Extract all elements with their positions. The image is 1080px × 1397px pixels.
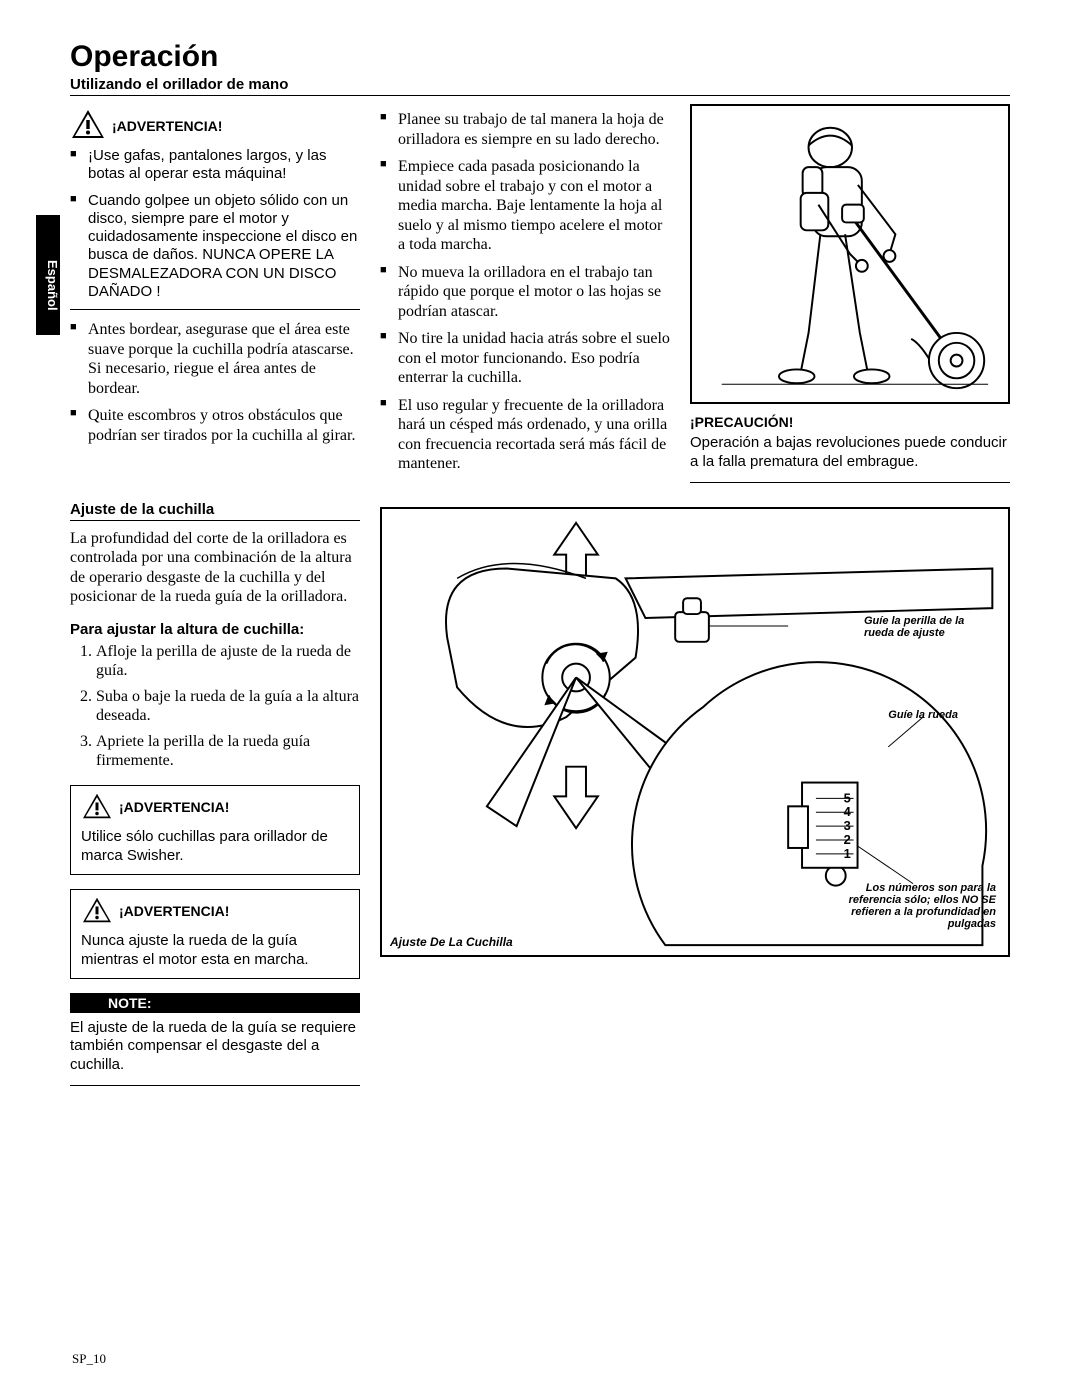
bottom-columns: Ajuste de la cuchilla La profundidad del… [70, 501, 1010, 1086]
col1: ¡ADVERTENCIA! ¡Use gafas, pantalones lar… [70, 104, 360, 483]
col2: Planee su trabajo de tal manera la hoja … [380, 104, 670, 483]
bullet: Planee su trabajo de tal manera la hoja … [398, 110, 670, 149]
warning-heading-2: ¡ADVERTENCIA! [81, 792, 349, 825]
scale-5: 5 [844, 790, 851, 805]
precaution-heading: ¡PRECAUCIÓN! [690, 414, 1010, 430]
bullet: Cuando golpee un objeto sólido con un di… [88, 192, 360, 302]
language-tab: Español [36, 215, 60, 335]
warning-heading-3: ¡ADVERTENCIA! [81, 896, 349, 929]
section1-heading: Utilizando el orillador de mano [70, 76, 1010, 96]
col-right-2: 5 4 3 2 1 Guíe la perilla de la rueda de… [380, 501, 1010, 1086]
top-columns: ¡ADVERTENCIA! ¡Use gafas, pantalones lar… [70, 104, 1010, 483]
col3: ¡PRECAUCIÓN! Operación a bajas revolucio… [690, 104, 1010, 483]
col1-after-bullets: Antes bordear, asegurase que el área est… [70, 320, 360, 445]
warning-text: Utilice sólo cuchillas para orillador de… [81, 828, 328, 864]
bullet: No mueva la orilladora en el trabajo tan… [398, 263, 670, 322]
figure-operator [690, 104, 1010, 404]
page-number: SP_10 [72, 1351, 106, 1367]
fig-label-knob: Guíe la perilla de la rueda de ajuste [864, 615, 984, 639]
col2-bullets: Planee su trabajo de tal manera la hoja … [380, 110, 670, 474]
precaution-text: Operación a bajas revoluciones puede con… [690, 434, 1010, 472]
svg-text:1: 1 [844, 845, 851, 860]
figure-blade-adjust: 5 4 3 2 1 Guíe la perilla de la rueda de… [380, 507, 1010, 957]
divider [70, 309, 360, 310]
section2-heading: Ajuste de la cuchilla [70, 501, 360, 521]
note-bar: NOTE: [70, 993, 360, 1013]
bullet: No tire la unidad hacia atrás sobre el s… [398, 329, 670, 388]
col-left-2: Ajuste de la cuchilla La profundidad del… [70, 501, 360, 1086]
warning-text: Nunca ajuste la rueda de la guía mientra… [81, 932, 309, 968]
warning-box-3: ¡ADVERTENCIA! Nunca ajuste la rueda de l… [70, 889, 360, 979]
note-text: El ajuste de la rueda de la guía se requ… [70, 1019, 360, 1075]
step: Afloje la perilla de ajuste de la rueda … [96, 642, 360, 681]
bullet: Quite escombros y otros obstáculos que p… [88, 406, 360, 445]
section2-intro: La profundidad del corte de la orillador… [70, 529, 360, 607]
warning-box-2: ¡ADVERTENCIA! Utilice sólo cuchillas par… [70, 785, 360, 875]
divider [70, 1085, 360, 1086]
svg-text:4: 4 [844, 804, 852, 819]
warning-label: ¡ADVERTENCIA! [112, 118, 222, 134]
fig-label-numbers: Los números son para la referencia sólo;… [846, 882, 996, 930]
figure-caption: Ajuste De La Cuchilla [390, 935, 513, 949]
bullet: ¡Use gafas, pantalones largos, y las bot… [88, 147, 360, 184]
warning-icon [81, 896, 113, 929]
bullet: Antes bordear, asegurase que el área est… [88, 320, 360, 398]
section2-steps: Afloje la perilla de ajuste de la rueda … [70, 642, 360, 771]
col1-warn-bullets: ¡Use gafas, pantalones largos, y las bot… [70, 147, 360, 301]
svg-text:2: 2 [844, 831, 851, 846]
bullet: El uso regular y frecuente de la orillad… [398, 396, 670, 474]
bullet: Empiece cada pasada posicionando la unid… [398, 157, 670, 255]
step: Apriete la perilla de la rueda guía firm… [96, 732, 360, 771]
svg-text:3: 3 [844, 818, 851, 833]
warning-label: ¡ADVERTENCIA! [119, 903, 229, 921]
warning-icon [70, 108, 106, 143]
fig-label-wheel: Guíe la rueda [888, 709, 958, 721]
divider [690, 482, 1010, 483]
page-title: Operación [70, 40, 1010, 74]
warning-heading-1: ¡ADVERTENCIA! [70, 108, 360, 143]
section2-subhead: Para ajustar la altura de cuchilla: [70, 621, 360, 638]
warning-icon [81, 792, 113, 825]
warning-label: ¡ADVERTENCIA! [119, 799, 229, 817]
step: Suba o baje la rueda de la guía a la alt… [96, 687, 360, 726]
